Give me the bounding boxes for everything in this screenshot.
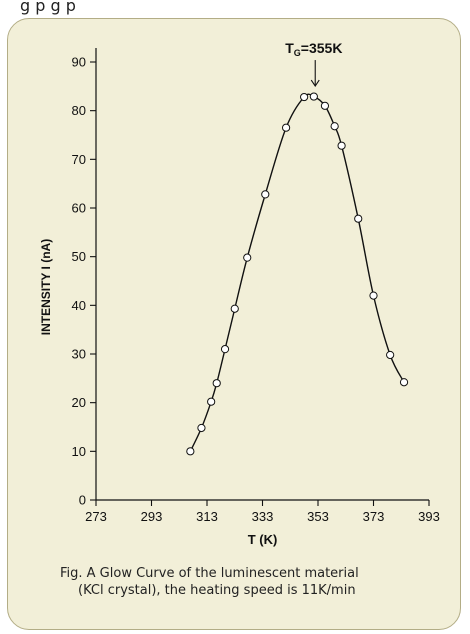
y-tick-label: 30 xyxy=(72,347,86,362)
x-tick-label: 333 xyxy=(252,509,274,524)
data-point xyxy=(337,141,346,150)
y-tick-label: 0 xyxy=(79,493,86,508)
data-point xyxy=(354,214,363,223)
data-point xyxy=(212,379,221,388)
data-point xyxy=(386,350,395,360)
peak-annotation: TG=355K xyxy=(285,40,342,88)
caption-line-2: (KCl crystal), the heating speed is 11K/… xyxy=(78,583,356,598)
data-point xyxy=(309,92,318,101)
x-axis-label: T (K) xyxy=(248,532,278,547)
data-point xyxy=(220,345,230,354)
peak-annotation-main: T xyxy=(285,40,294,56)
glow-curve-line xyxy=(189,93,405,452)
y-tick-label: 40 xyxy=(72,298,86,313)
figure-panel xyxy=(7,18,461,630)
data-point xyxy=(330,122,339,131)
y-tick-label: 60 xyxy=(72,201,86,216)
figure-caption: Fig. A Glow Curve of the luminescent mat… xyxy=(60,565,430,599)
x-tick-label: 373 xyxy=(363,509,385,524)
data-point xyxy=(300,92,309,102)
data-point xyxy=(230,304,239,313)
peak-annotation-text: TG=355K xyxy=(285,40,342,58)
data-point xyxy=(207,397,216,406)
caption-line-1: Fig. A Glow Curve of the luminescent mat… xyxy=(60,566,359,581)
peak-annotation-value: =355K xyxy=(301,40,343,56)
data-point xyxy=(320,101,330,110)
x-tick-label: 393 xyxy=(418,509,440,524)
y-tick-label: 10 xyxy=(72,444,86,459)
x-tick-label: 293 xyxy=(141,509,163,524)
y-tick-label: 90 xyxy=(72,55,86,70)
cropped-text-line: g p g p xyxy=(20,0,76,15)
peak-annotation-subscript: G xyxy=(294,48,301,58)
data-point xyxy=(261,190,270,199)
x-tick-label: 273 xyxy=(85,509,107,524)
y-tick-label: 50 xyxy=(72,249,86,264)
x-ticks: 273 293 313 333 353 373 393 xyxy=(85,500,440,524)
x-tick-label: 353 xyxy=(307,509,329,524)
data-point xyxy=(399,378,409,387)
x-tick-label: 313 xyxy=(196,509,218,524)
data-point xyxy=(281,123,291,132)
data-point xyxy=(186,447,195,456)
data-point xyxy=(243,253,252,262)
data-point xyxy=(197,423,206,433)
y-tick-label: 20 xyxy=(72,395,86,410)
peak-annotation-arrowhead xyxy=(310,79,320,88)
data-point xyxy=(369,291,378,300)
y-axis-label: INTENSITY I (nA) xyxy=(39,239,53,335)
y-tick-label: 80 xyxy=(72,103,86,118)
y-tick-label: 70 xyxy=(72,152,86,167)
axes xyxy=(95,48,429,501)
y-ticks: 0 10 20 30 40 50 60 70 80 90 xyxy=(72,55,96,508)
data-markers xyxy=(186,92,409,456)
